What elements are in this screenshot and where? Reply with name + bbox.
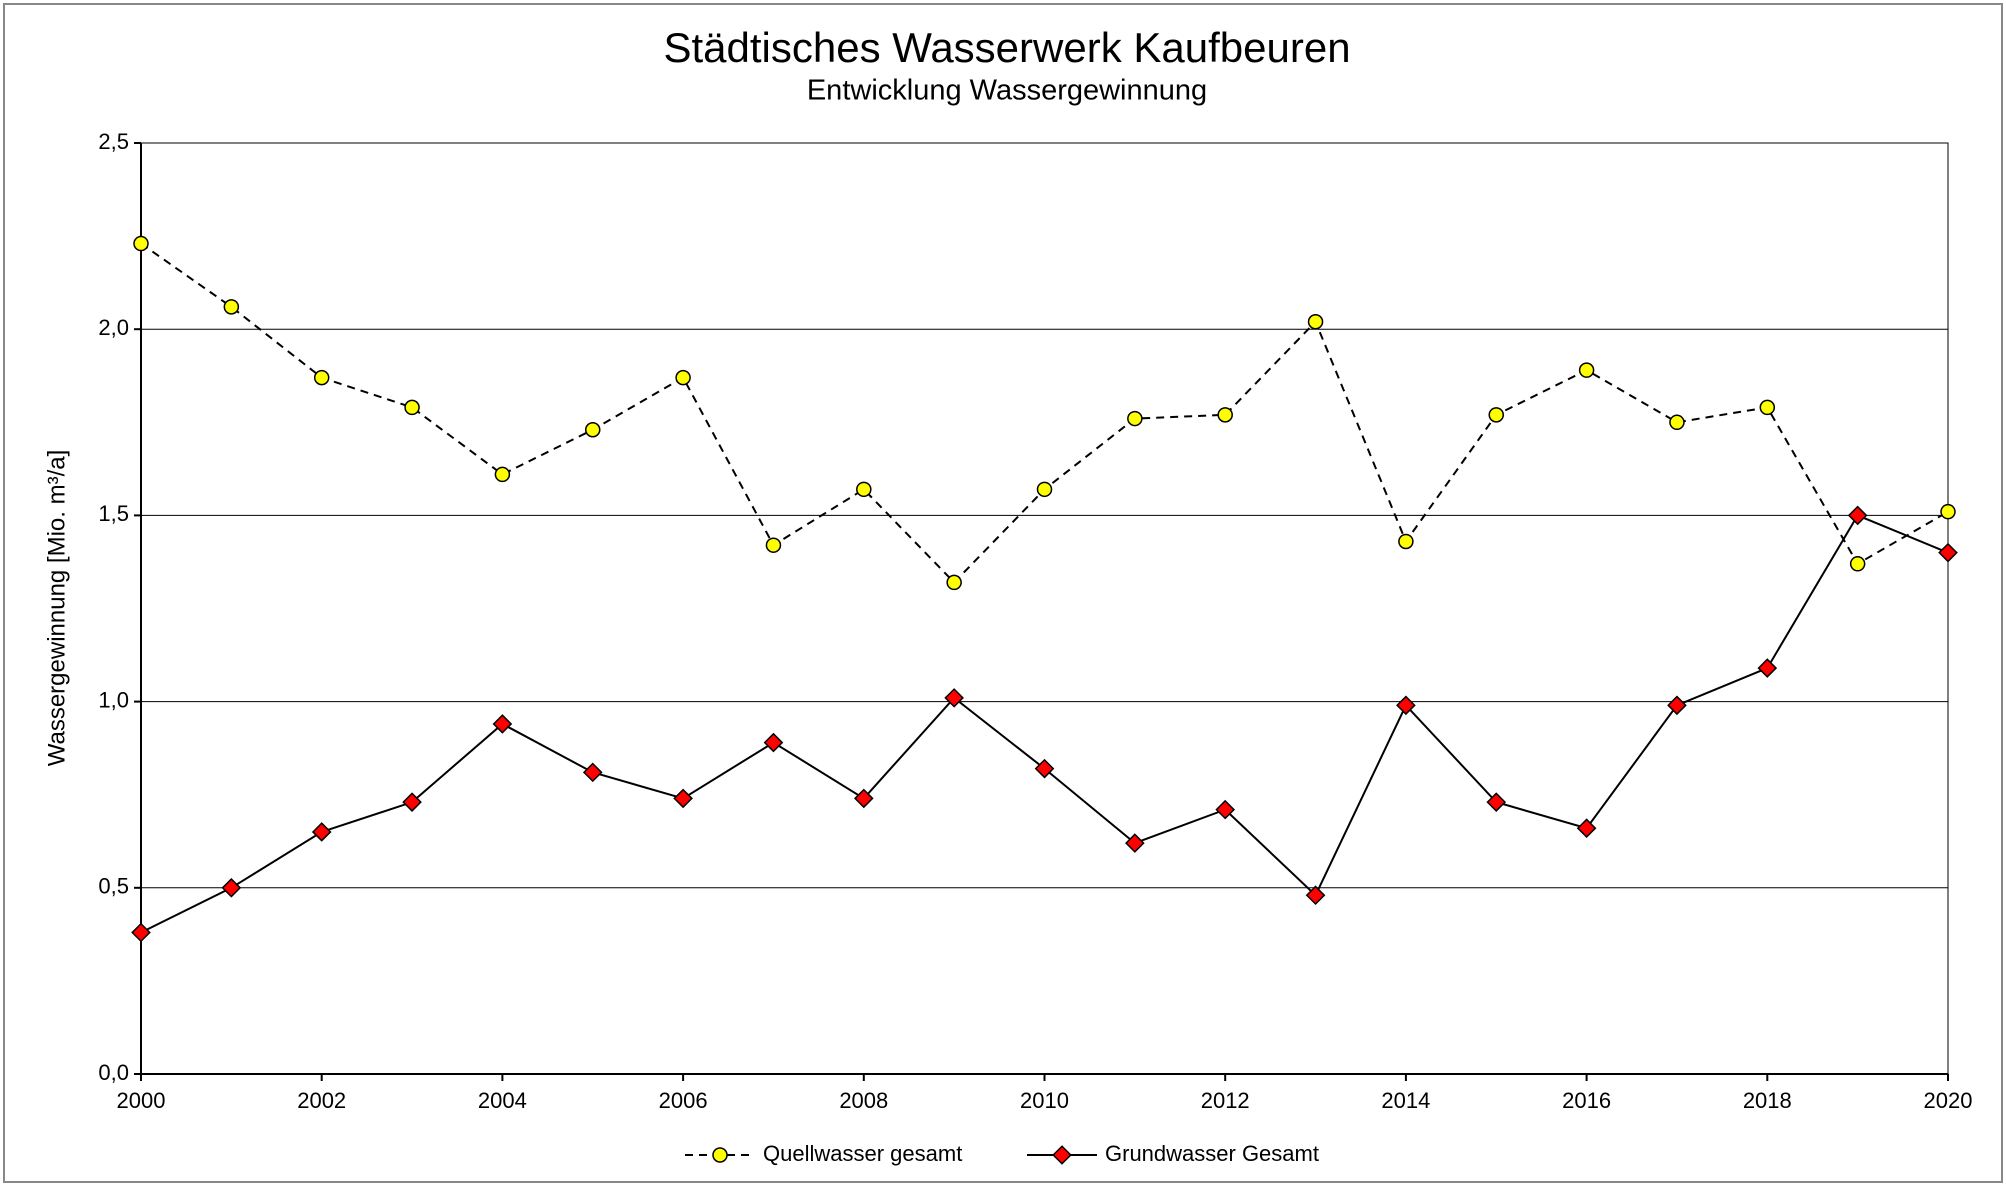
marker xyxy=(853,788,874,809)
y-axis-label: Wassergewinnung [Mio. m³/a] xyxy=(43,450,70,767)
x-tick-label: 2008 xyxy=(839,1088,888,1113)
y-tick-label: 2,0 xyxy=(98,315,129,340)
marker xyxy=(585,421,601,438)
marker xyxy=(765,537,782,553)
marker xyxy=(1127,410,1143,427)
marker xyxy=(492,714,513,734)
marker xyxy=(223,299,240,315)
marker xyxy=(1940,503,1956,520)
marker xyxy=(1849,556,1866,572)
y-tick-label: 0,0 xyxy=(98,1060,129,1085)
marker xyxy=(1036,481,1053,498)
y-tick-label: 1,5 xyxy=(98,501,129,526)
marker xyxy=(1669,414,1685,431)
chart-subtitle: Entwicklung Wassergewinnung xyxy=(807,75,1207,107)
legend-marker xyxy=(1052,1145,1072,1165)
marker xyxy=(1759,399,1776,416)
marker xyxy=(1034,758,1055,779)
x-tick-label: 2010 xyxy=(1020,1088,1069,1113)
x-tick-label: 2004 xyxy=(478,1088,527,1113)
legend-label: Grundwasser Gesamt xyxy=(1105,1141,1319,1166)
y-tick-label: 2,5 xyxy=(98,129,129,154)
marker xyxy=(1938,542,1958,563)
marker xyxy=(763,732,784,753)
x-tick-label: 2020 xyxy=(1924,1088,1973,1113)
x-tick-label: 2006 xyxy=(659,1088,708,1113)
marker xyxy=(402,792,422,812)
marker xyxy=(946,574,962,591)
x-tick-label: 2014 xyxy=(1381,1088,1430,1113)
marker xyxy=(1578,362,1595,378)
marker xyxy=(1217,407,1233,423)
chart-border xyxy=(3,3,2003,1183)
marker xyxy=(1847,505,1868,526)
marker xyxy=(1215,799,1236,820)
marker xyxy=(1757,658,1778,678)
marker xyxy=(1576,818,1597,839)
marker xyxy=(311,822,332,842)
chart-title: Städtisches Wasserwerk Kaufbeuren xyxy=(663,24,1350,71)
legend-marker xyxy=(712,1147,728,1163)
marker xyxy=(1305,885,1326,906)
marker xyxy=(133,235,149,252)
x-tick-label: 2012 xyxy=(1201,1088,1250,1113)
x-tick-label: 2002 xyxy=(297,1088,346,1113)
marker xyxy=(856,481,872,498)
marker xyxy=(1398,533,1414,550)
marker xyxy=(131,922,151,943)
marker xyxy=(1667,695,1687,716)
marker xyxy=(221,877,242,898)
marker xyxy=(675,369,691,386)
marker xyxy=(1486,792,1507,812)
marker xyxy=(582,762,603,783)
marker xyxy=(404,399,420,416)
x-tick-label: 2016 xyxy=(1562,1088,1611,1113)
marker xyxy=(1488,407,1504,423)
x-tick-label: 2000 xyxy=(117,1088,166,1113)
marker xyxy=(313,369,330,386)
marker xyxy=(1307,314,1324,330)
y-tick-label: 0,5 xyxy=(98,874,129,899)
marker xyxy=(673,788,693,809)
y-tick-label: 1,0 xyxy=(98,687,129,712)
x-tick-label: 2018 xyxy=(1743,1088,1792,1113)
marker xyxy=(1396,695,1416,716)
legend-label: Quellwasser gesamt xyxy=(763,1141,962,1166)
marker xyxy=(494,466,511,483)
marker xyxy=(1125,833,1145,853)
marker xyxy=(944,688,964,708)
